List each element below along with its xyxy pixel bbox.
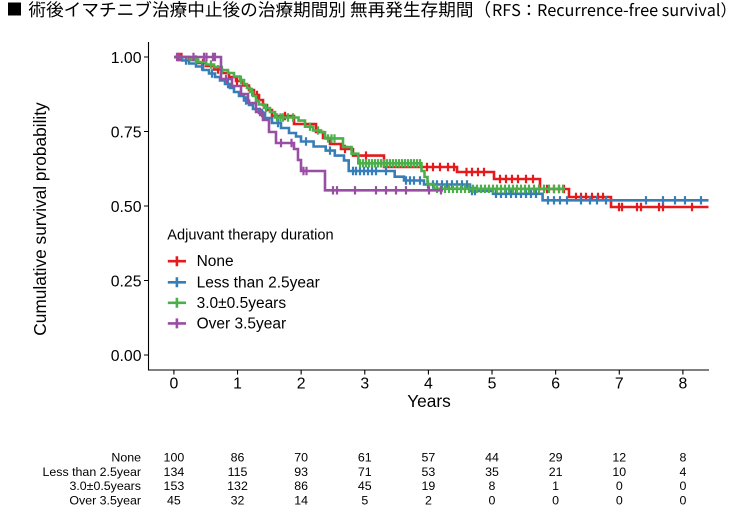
svg-text:0: 0 <box>616 479 623 493</box>
svg-text:8: 8 <box>489 479 496 493</box>
svg-text:Years: Years <box>407 391 451 411</box>
svg-text:Over 3.5year: Over 3.5year <box>197 315 287 332</box>
svg-text:6: 6 <box>551 376 560 393</box>
svg-text:0: 0 <box>679 494 686 508</box>
svg-text:53: 53 <box>422 465 436 479</box>
svg-text:1.00: 1.00 <box>111 50 142 67</box>
svg-text:3.0±0.5years: 3.0±0.5years <box>197 295 287 312</box>
svg-text:115: 115 <box>228 465 248 479</box>
svg-text:132: 132 <box>227 479 248 493</box>
svg-text:0: 0 <box>679 479 686 493</box>
svg-text:Over 3.5year: Over 3.5year <box>69 494 141 508</box>
svg-text:1: 1 <box>552 479 559 493</box>
svg-text:32: 32 <box>231 494 245 508</box>
svg-text:Cumulative survival probabilit: Cumulative survival probability <box>30 102 50 336</box>
svg-text:0.00: 0.00 <box>111 348 142 365</box>
svg-text:10: 10 <box>612 465 626 479</box>
svg-text:1: 1 <box>233 376 242 393</box>
svg-text:0.75: 0.75 <box>111 124 142 141</box>
svg-text:45: 45 <box>167 494 181 508</box>
svg-text:19: 19 <box>422 479 436 493</box>
svg-text:35: 35 <box>485 465 499 479</box>
svg-text:2: 2 <box>425 494 432 508</box>
svg-text:3: 3 <box>360 376 369 393</box>
svg-text:7: 7 <box>615 376 624 393</box>
svg-text:2: 2 <box>297 376 306 393</box>
svg-text:None: None <box>111 451 141 465</box>
svg-text:29: 29 <box>549 451 563 465</box>
svg-text:Adjuvant therapy duration: Adjuvant therapy duration <box>167 228 333 244</box>
svg-text:45: 45 <box>358 479 372 493</box>
svg-text:3.0±0.5years: 3.0±0.5years <box>69 479 141 493</box>
svg-text:134: 134 <box>164 465 185 479</box>
svg-text:0: 0 <box>616 494 623 508</box>
svg-text:4: 4 <box>424 376 433 393</box>
svg-text:61: 61 <box>358 451 372 465</box>
svg-text:0.25: 0.25 <box>111 273 142 290</box>
svg-text:21: 21 <box>549 465 563 479</box>
svg-text:None: None <box>197 253 234 270</box>
svg-text:86: 86 <box>231 451 245 465</box>
svg-text:8: 8 <box>679 451 686 465</box>
svg-text:0: 0 <box>170 376 179 393</box>
svg-text:44: 44 <box>485 451 499 465</box>
svg-text:153: 153 <box>164 479 185 493</box>
svg-text:Less than 2.5year: Less than 2.5year <box>42 465 141 479</box>
svg-text:57: 57 <box>422 451 436 465</box>
svg-text:5: 5 <box>361 494 368 508</box>
svg-text:0: 0 <box>489 494 496 508</box>
svg-text:12: 12 <box>612 451 626 465</box>
svg-text:0.50: 0.50 <box>111 199 142 216</box>
svg-text:86: 86 <box>294 479 308 493</box>
svg-text:70: 70 <box>294 451 308 465</box>
svg-text:4: 4 <box>679 465 686 479</box>
svg-text:Less than 2.5year: Less than 2.5year <box>197 274 320 291</box>
svg-text:8: 8 <box>679 376 688 393</box>
svg-text:100: 100 <box>164 451 185 465</box>
svg-text:5: 5 <box>488 376 497 393</box>
svg-text:0: 0 <box>552 494 559 508</box>
svg-text:71: 71 <box>358 465 372 479</box>
svg-text:93: 93 <box>294 465 308 479</box>
svg-text:14: 14 <box>294 494 308 508</box>
